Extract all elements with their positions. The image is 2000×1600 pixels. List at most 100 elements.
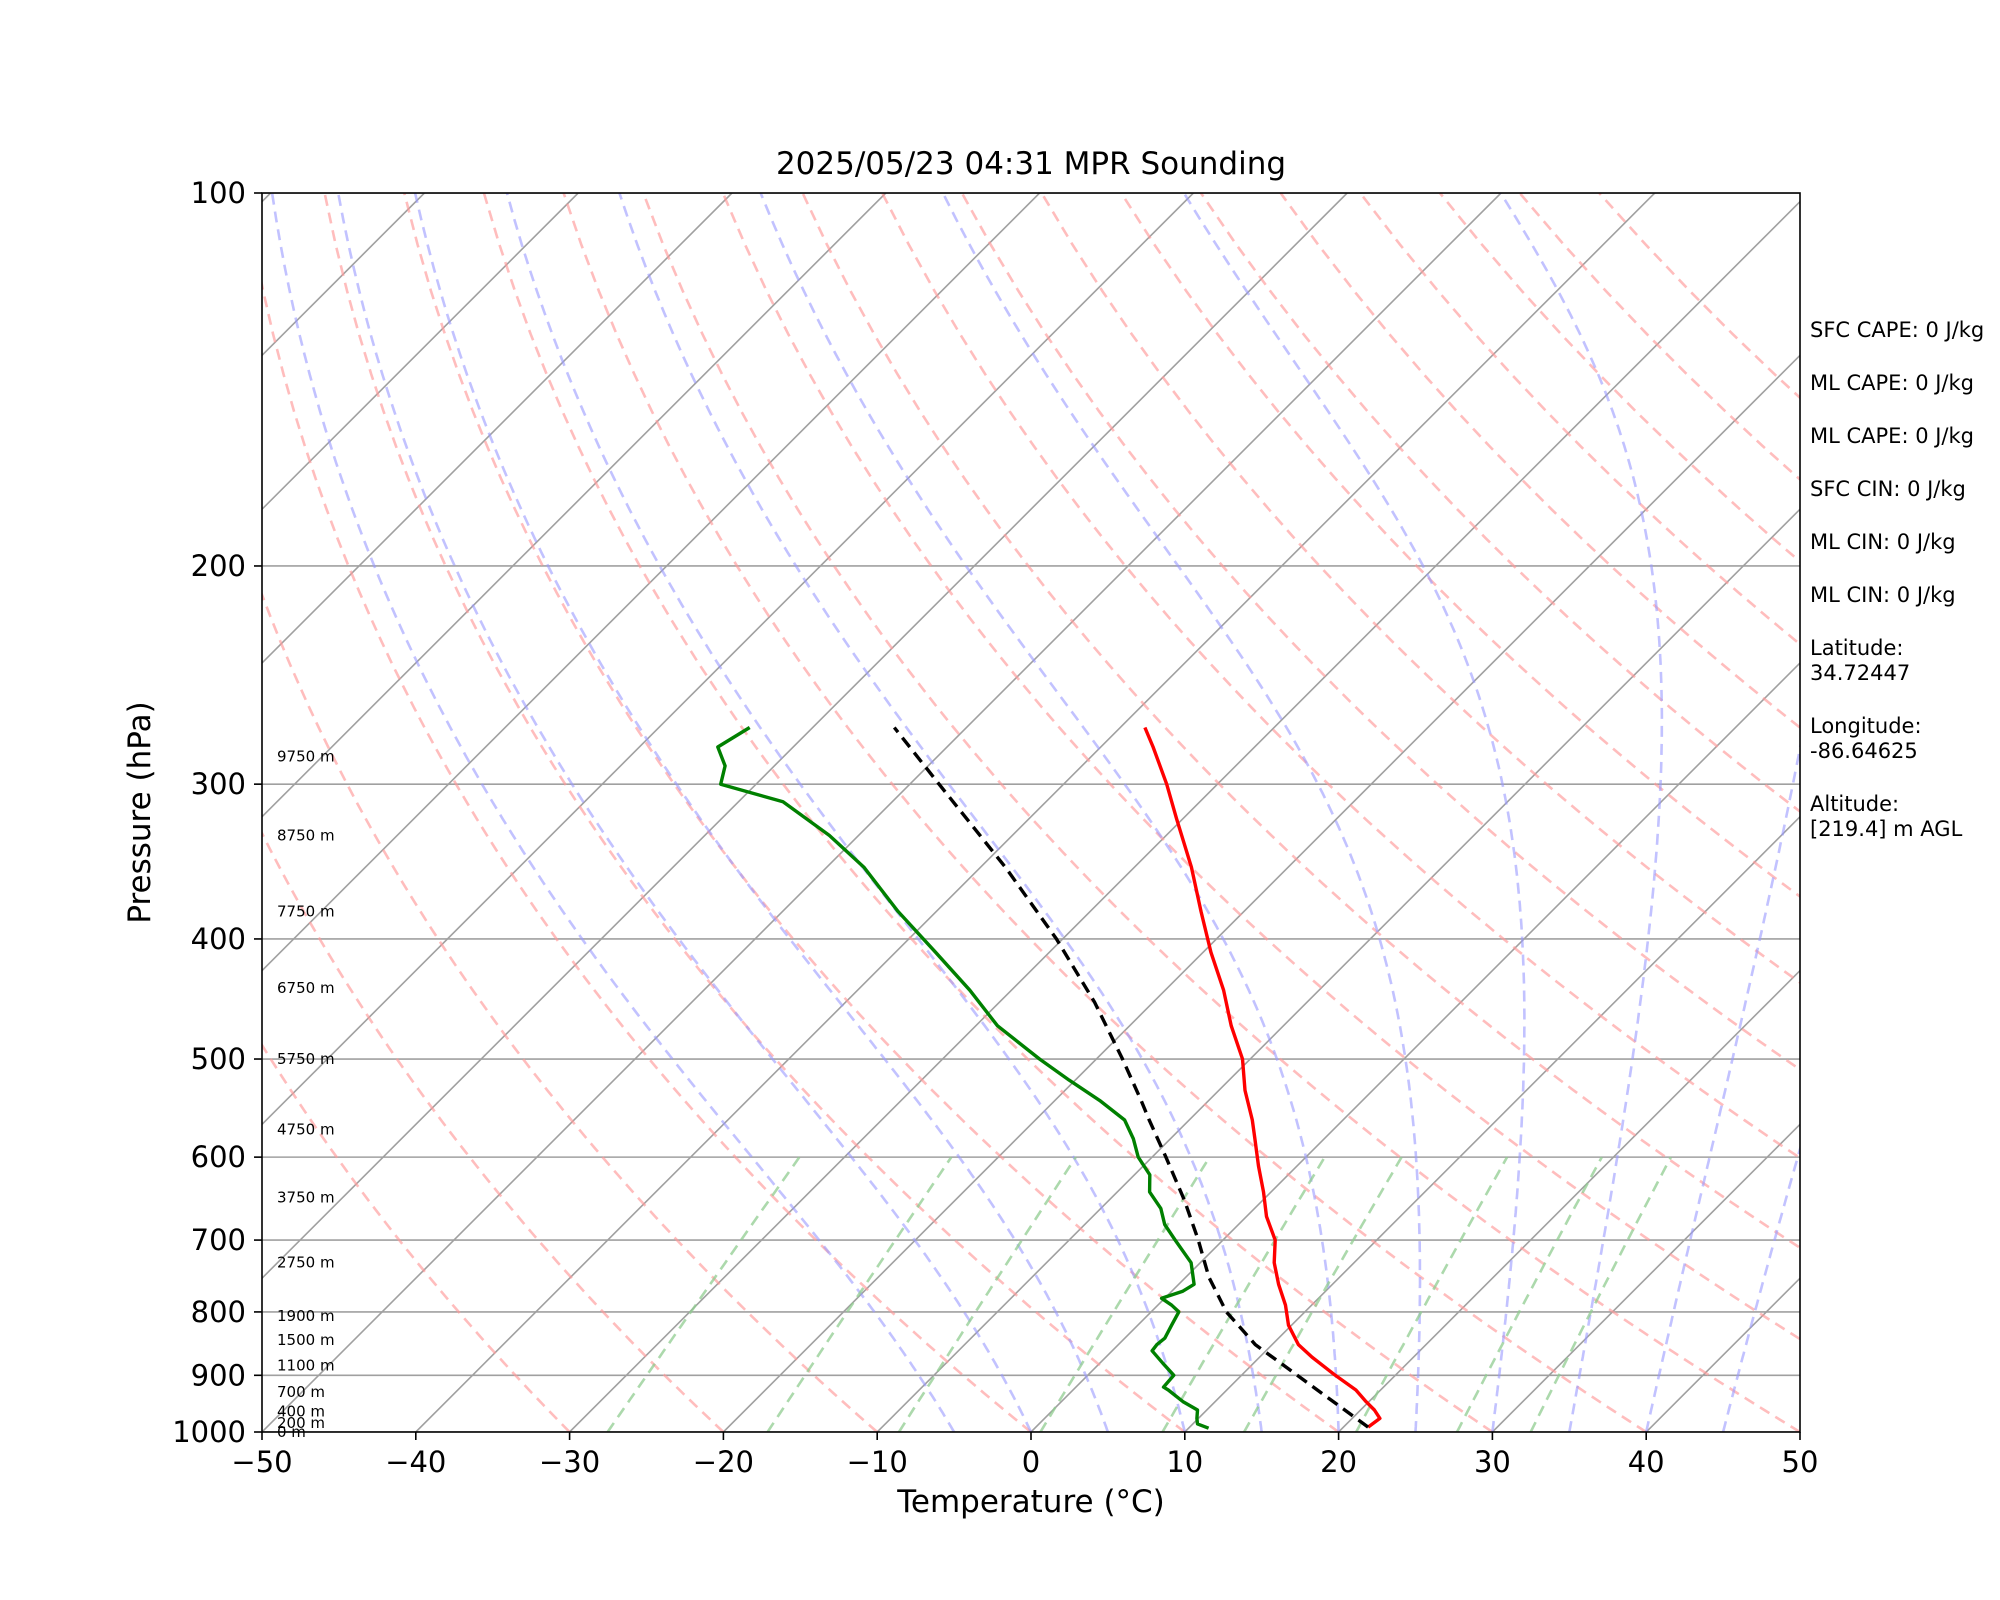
altitude-label: Altitude: bbox=[1810, 792, 1900, 816]
height-label: 5750 m bbox=[277, 1050, 335, 1068]
sounding-profiles bbox=[716, 726, 1382, 1430]
ml-cin-text-2: ML CIN: 0 J/kg bbox=[1810, 583, 1956, 607]
isotherm-line bbox=[262, 193, 1348, 1280]
ml-cape-text: ML CAPE: 0 J/kg bbox=[1810, 371, 1975, 395]
dry-adiabat-line bbox=[721, 193, 1800, 1341]
moist-adiabat-line bbox=[1499, 193, 1664, 1432]
y-tick-label: 900 bbox=[191, 1358, 246, 1392]
dry-adiabat-line bbox=[881, 193, 1800, 1160]
chart-title: 2025/05/23 04:31 MPR Sounding bbox=[776, 146, 1286, 182]
height-label: 700 m bbox=[277, 1383, 325, 1401]
dry-adiabat-line bbox=[960, 193, 1800, 1072]
longitude-label: Longitude: bbox=[1810, 714, 1922, 738]
dry-adiabat-line bbox=[262, 591, 879, 1432]
y-tick-label: 100 bbox=[191, 176, 246, 210]
mixing-ratio-line bbox=[1529, 1156, 1673, 1432]
dry-adiabat-line bbox=[323, 193, 1186, 1432]
dry-adiabat-line bbox=[262, 278, 1032, 1432]
moist-adiabat-line bbox=[1721, 1144, 1800, 1432]
height-label: 1900 m bbox=[277, 1307, 335, 1325]
latitude-label: Latitude: bbox=[1810, 636, 1904, 660]
height-label: 6750 m bbox=[277, 979, 335, 997]
parcel-profile-line bbox=[892, 726, 1370, 1429]
longitude-value: -86.64625 bbox=[1810, 739, 1918, 763]
longitude-block: Longitude: -86.64625 bbox=[1810, 714, 2000, 764]
isotherm-line bbox=[1338, 969, 1800, 1432]
x-tick-label: 0 bbox=[1022, 1445, 1040, 1479]
moist-adiabat-line bbox=[270, 193, 956, 1432]
dewpoint-profile-line bbox=[716, 726, 1210, 1430]
mixing-ratio-line bbox=[766, 1156, 953, 1432]
plot-frame bbox=[261, 192, 1801, 1433]
dry-adiabat-line bbox=[262, 1042, 571, 1432]
mixing-ratio-line bbox=[1039, 1156, 1211, 1432]
altitude-block: Altitude: [219.4] m AGL bbox=[1810, 792, 2000, 842]
isotherm-line bbox=[262, 193, 1041, 972]
isotherm-line bbox=[415, 193, 1656, 1432]
mixing-ratio-line bbox=[606, 1156, 801, 1432]
dry-adiabat-line bbox=[262, 830, 725, 1432]
mixing-ratio-line bbox=[1242, 1156, 1403, 1432]
ml-cape-text-2: ML CAPE: 0 J/kg bbox=[1810, 424, 1975, 448]
y-tick-label: 200 bbox=[191, 549, 246, 583]
x-axis-label: Temperature (°C) bbox=[896, 1484, 1165, 1520]
height-label: 4750 m bbox=[277, 1121, 335, 1139]
mixing-ratio-line bbox=[1161, 1156, 1326, 1432]
isotherm-line bbox=[1491, 1123, 1800, 1432]
moist-adiabat-line bbox=[1182, 193, 1526, 1432]
height-label: 8750 m bbox=[277, 826, 335, 844]
x-tick-label: 20 bbox=[1320, 1445, 1357, 1479]
height-label: 3750 m bbox=[277, 1189, 335, 1207]
dry-adiabat-line bbox=[642, 193, 1800, 1432]
y-tick-label: 400 bbox=[191, 922, 246, 956]
isotherm-line bbox=[722, 354, 1800, 1432]
y-tick-label: 1000 bbox=[172, 1415, 246, 1449]
x-tick-label: −10 bbox=[847, 1445, 908, 1479]
moist-adiabat-line bbox=[759, 193, 1340, 1432]
moist-adiabat-line bbox=[336, 193, 1033, 1432]
moist-adiabat-line bbox=[618, 193, 1263, 1432]
dry-adiabat-line bbox=[482, 193, 1494, 1432]
altitude-value: [219.4] m AGL bbox=[1810, 817, 1963, 841]
x-tick-label: 40 bbox=[1628, 1445, 1665, 1479]
dry-adiabat-line bbox=[562, 193, 1647, 1432]
ml-cin-text: ML CIN: 0 J/kg bbox=[1810, 530, 1956, 554]
sounding-parameters-panel: SFC CAPE: 0 J/kg ML CAPE: 0 J/kg ML CAPE… bbox=[1810, 318, 2000, 870]
isotherm-line bbox=[1030, 661, 1800, 1432]
latitude-block: Latitude: 34.72447 bbox=[1810, 636, 2000, 686]
y-tick-label: 800 bbox=[191, 1295, 246, 1329]
temperature-profile-line bbox=[1143, 726, 1382, 1429]
x-tick-label: −20 bbox=[693, 1445, 754, 1479]
moist-adiabat-line bbox=[941, 193, 1422, 1432]
height-label: 1100 m bbox=[277, 1357, 335, 1375]
moist-adiabat-line bbox=[1644, 741, 1800, 1432]
isotherm-line bbox=[262, 193, 1194, 1126]
dry-adiabat-line bbox=[1040, 193, 1800, 985]
latitude-value: 34.72447 bbox=[1810, 661, 1911, 685]
y-tick-label: 700 bbox=[191, 1223, 246, 1257]
height-label: 9750 m bbox=[277, 748, 335, 766]
mixing-ratio-line bbox=[897, 1156, 1077, 1432]
x-tick-label: 10 bbox=[1166, 1445, 1203, 1479]
height-label: 400 m bbox=[277, 1403, 325, 1421]
height-label: 0 m bbox=[277, 1423, 306, 1441]
x-tick-label: −40 bbox=[385, 1445, 446, 1479]
isotherm-line bbox=[0, 193, 117, 1432]
mixing-ratio-line bbox=[1455, 1156, 1603, 1432]
isotherm-line bbox=[262, 193, 1502, 1432]
x-tick-label: −30 bbox=[539, 1445, 600, 1479]
dry-adiabat-line bbox=[403, 193, 1340, 1432]
moist-adiabat-line bbox=[413, 193, 1110, 1432]
background-lines bbox=[0, 193, 1800, 1432]
height-label: 7750 m bbox=[277, 902, 335, 920]
moist-adiabat-line bbox=[505, 193, 1187, 1432]
height-label: 2750 m bbox=[277, 1254, 335, 1272]
dry-adiabat-line bbox=[1199, 193, 1800, 814]
isotherm-line bbox=[262, 193, 579, 511]
x-tick-label: 50 bbox=[1782, 1445, 1819, 1479]
isotherm-line bbox=[1184, 815, 1800, 1432]
dry-adiabat-line bbox=[801, 193, 1800, 1250]
